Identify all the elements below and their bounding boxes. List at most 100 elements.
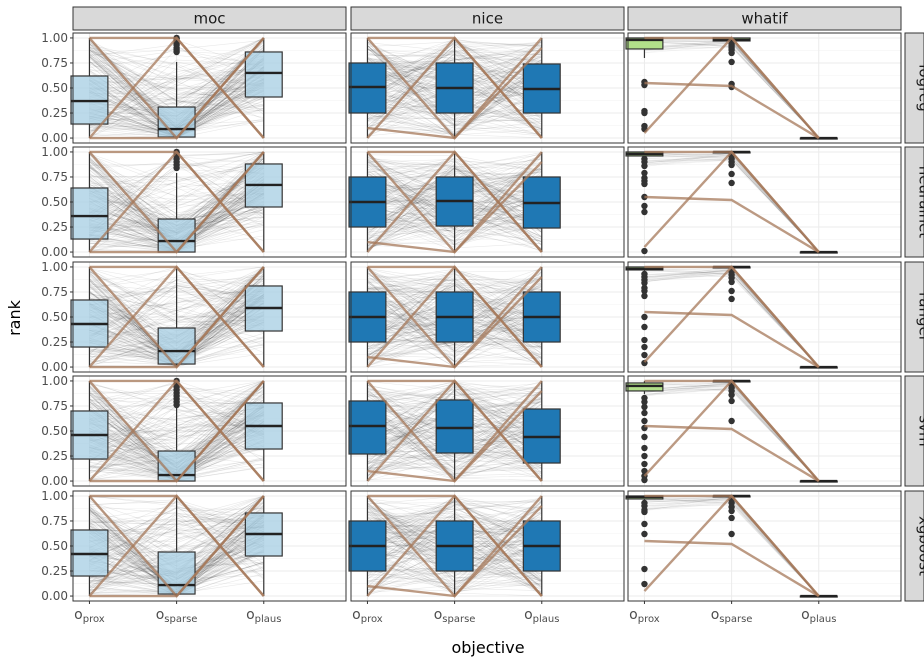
highlight-line — [643, 36, 820, 139]
boxplot-moc-ranger-1 — [157, 266, 196, 368]
boxplot-nice-svm-0 — [348, 380, 387, 482]
outlier-point — [641, 169, 648, 177]
outlier-point — [728, 417, 735, 425]
facet-strip-svm — [904, 375, 924, 487]
highlight-lines — [88, 265, 265, 369]
outlier-point — [641, 109, 648, 117]
boxplot-nice-xgboost-1 — [435, 495, 474, 597]
x-tick-label: oplaus — [801, 607, 836, 625]
outlier-point — [641, 287, 648, 295]
facet-strip-xgboost — [904, 490, 924, 602]
y-tick-label: 0.25 — [41, 335, 68, 349]
outlier-point — [641, 180, 648, 188]
highlight-line — [643, 379, 820, 482]
y-tick-label: 0.50 — [41, 310, 68, 324]
outlier-point — [641, 433, 648, 441]
y-tick-label: 0.75 — [41, 56, 68, 70]
highlight-lines — [88, 494, 265, 598]
panel-nice-neuralnet — [348, 146, 625, 258]
highlight-line — [643, 265, 820, 368]
highlight-line — [367, 36, 543, 139]
outlier-point — [728, 514, 735, 522]
outlier-point — [641, 313, 648, 321]
highlight-lines — [88, 150, 265, 254]
boxplot-nice-xgboost-2 — [522, 495, 561, 597]
x-tick-label: oprox — [629, 607, 660, 625]
outlier-point — [641, 292, 648, 300]
facet-label-neuralnet: neuralnet — [916, 166, 924, 239]
highlight-lines — [643, 379, 820, 483]
boxplot-moc-ranger-0 — [70, 266, 109, 368]
box-iqr — [244, 51, 283, 98]
panel-border — [350, 490, 625, 602]
panel-nice-logreg — [348, 32, 625, 144]
boxplot-moc-logreg-2 — [244, 37, 283, 139]
boxplot-moc-neuralnet-0 — [70, 151, 109, 253]
facet-strip-nice — [350, 6, 625, 31]
x-tick-label: oplaus — [524, 607, 559, 625]
highlight-line — [89, 266, 265, 369]
panel-border — [627, 146, 902, 258]
panel-whatif-xgboost — [625, 490, 902, 602]
highlight-lines — [643, 494, 820, 598]
y-tick-label: 1.00 — [41, 489, 68, 503]
facet-strip-neuralnet — [904, 146, 924, 258]
highlight-lines — [366, 494, 543, 598]
panel-moc-ranger — [70, 261, 347, 373]
highlight-lines — [88, 379, 265, 483]
boxplot-moc-svm-0 — [70, 380, 109, 482]
panel-border — [350, 375, 625, 487]
highlight-line — [643, 494, 820, 597]
boxplot-moc-xgboost-2 — [244, 495, 283, 597]
y-tick-label: 1.00 — [41, 260, 68, 274]
highlight-line — [367, 379, 543, 482]
outlier-point — [641, 565, 648, 573]
y-tick-label: 0.25 — [41, 564, 68, 578]
highlight-line — [89, 37, 265, 140]
outlier-point — [641, 476, 648, 484]
boxplot-nice-svm-2 — [522, 380, 561, 482]
boxplot-nice-ranger-0 — [348, 266, 387, 368]
box-iqr — [157, 106, 196, 138]
highlight-line — [89, 494, 265, 597]
outlier-point — [728, 161, 735, 169]
panel-moc-xgboost — [70, 490, 347, 602]
panel-moc-svm — [70, 375, 347, 487]
x-tick-label: oprox — [74, 607, 105, 625]
outlier-point — [641, 417, 648, 425]
highlight-line — [89, 36, 265, 139]
x-tick-label: osparse — [711, 607, 753, 625]
outlier-point — [641, 580, 648, 588]
box-iqr — [435, 399, 474, 454]
outlier-point — [641, 409, 648, 417]
panel-border — [627, 375, 902, 487]
y-tick-label: 1.00 — [41, 145, 68, 159]
facet-strip-ranger — [904, 261, 924, 373]
highlight-line — [89, 150, 265, 253]
outlier-point — [728, 278, 735, 286]
outlier-point — [641, 343, 648, 351]
highlight-lines — [366, 150, 543, 254]
highlight-line — [89, 380, 265, 483]
facet-label-logreg: logreg — [916, 64, 924, 111]
boxplot-nice-neuralnet-2 — [522, 151, 561, 253]
boxplot-whatif-neuralnet-0 — [625, 151, 664, 255]
box-iqr — [348, 400, 387, 455]
boxplot-nice-xgboost-0 — [348, 495, 387, 597]
highlight-lines — [643, 265, 820, 369]
panel-border — [627, 32, 902, 144]
highlight-lines — [643, 150, 820, 254]
outlier-point — [641, 279, 648, 287]
outlier-point — [728, 397, 735, 405]
y-tick-label: 0.25 — [41, 220, 68, 234]
boxplot-moc-xgboost-0 — [70, 495, 109, 597]
y-tick-label: 0.50 — [41, 195, 68, 209]
y-tick-label: 0.00 — [41, 474, 68, 488]
facet-label-xgboost: xgboost — [916, 516, 924, 576]
highlight-line — [367, 276, 543, 369]
facet-label-ranger: ranger — [916, 292, 924, 343]
y-tick-label: 0.00 — [41, 589, 68, 603]
highlight-lines — [88, 36, 265, 140]
outlier-point — [641, 444, 648, 452]
